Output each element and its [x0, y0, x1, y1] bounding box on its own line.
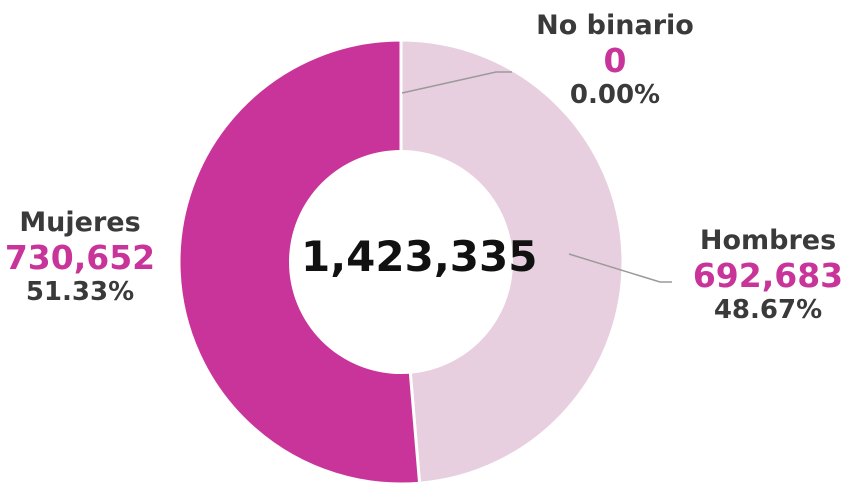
- total-label: 1,423,335: [301, 232, 538, 281]
- leader-line-hombres: [568, 253, 672, 283]
- donut-hole: [289, 150, 513, 374]
- label-hombres: Hombres 692,683 48.67%: [668, 225, 859, 325]
- category-label: Hombres: [699, 225, 837, 256]
- leader-line-no-binario: [401, 71, 512, 94]
- percent-label: 51.33%: [25, 277, 135, 307]
- percent-label: 48.67%: [713, 295, 823, 325]
- label-mujeres: Mujeres 730,652 51.33%: [0, 207, 160, 307]
- value-label: 730,652: [4, 238, 156, 277]
- category-label: No binario: [536, 10, 694, 41]
- percent-label: 0.00%: [569, 80, 661, 110]
- value-label: 692,683: [692, 256, 844, 295]
- value-label: 0: [603, 41, 627, 80]
- category-label: Mujeres: [19, 207, 141, 238]
- label-no-binario: No binario 0 0.00%: [505, 10, 725, 110]
